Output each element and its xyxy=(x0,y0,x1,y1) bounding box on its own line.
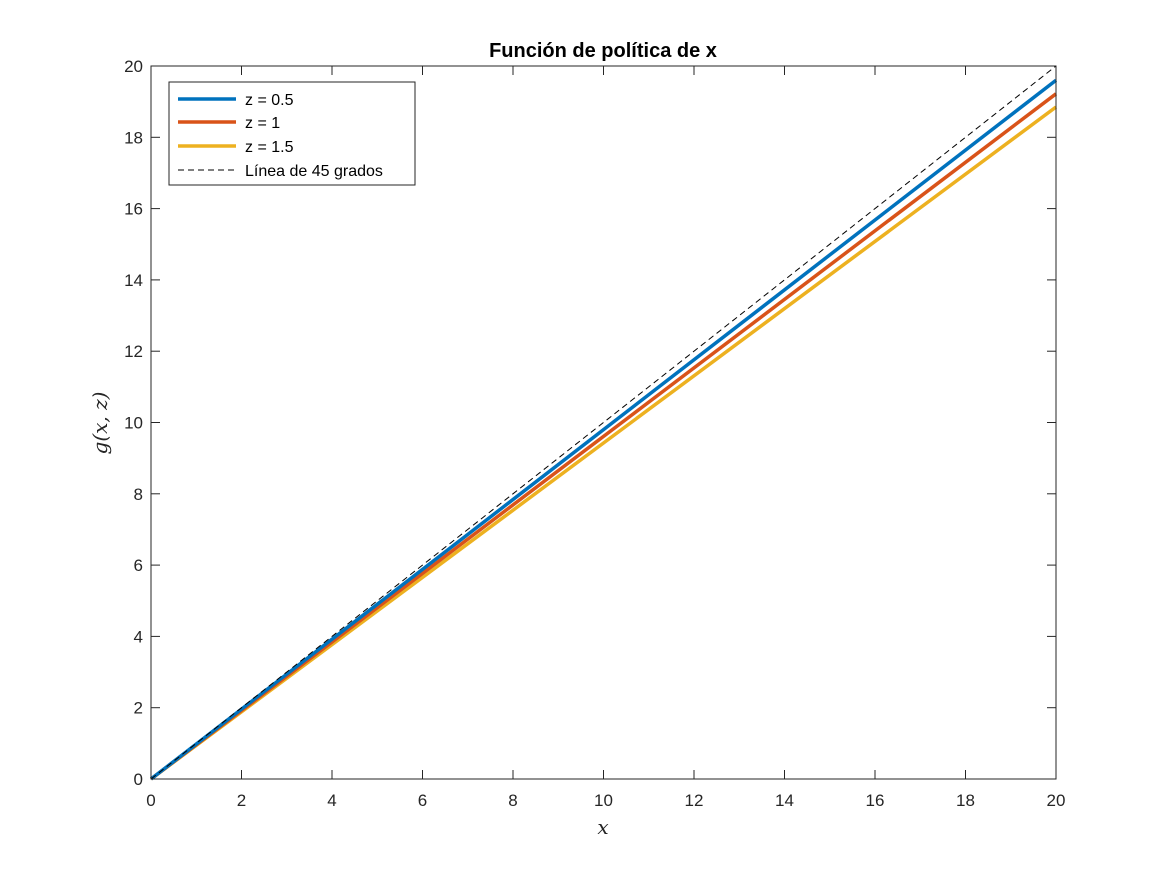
y-axis-label: g(x, z) xyxy=(88,392,112,455)
x-tick-label: 0 xyxy=(146,791,155,810)
series-line-1 xyxy=(149,78,1058,781)
legend-label-3: z = 1.5 xyxy=(245,139,294,156)
x-axis-label: x xyxy=(597,815,608,839)
y-tick-label: 8 xyxy=(134,485,143,504)
y-tick-label: 10 xyxy=(124,414,143,433)
y-tick-label: 4 xyxy=(134,627,143,646)
x-tick-label: 14 xyxy=(775,791,794,810)
y-tick-label: 12 xyxy=(124,342,143,361)
series-line-4 xyxy=(150,65,1057,780)
y-tick-label: 6 xyxy=(134,556,143,575)
legend: z = 0.5 z = 1 z = 1.5 Línea de 45 grados xyxy=(168,81,416,186)
x-tick-label: 8 xyxy=(508,791,517,810)
chart-title: Función de política de x xyxy=(489,40,717,62)
x-tick-label: 10 xyxy=(594,791,613,810)
legend-label-1: z = 0.5 xyxy=(245,92,294,109)
legend-label-2: z = 1 xyxy=(245,115,280,132)
axes-layer: 0 2 4 6 8 10 12 14 16 18 20 0 2 4 6 8 10 12 14 16 18 20 xyxy=(124,57,1065,810)
y-tick-label: 2 xyxy=(134,699,143,718)
x-tick-label: 16 xyxy=(866,791,885,810)
x-tick-label: 2 xyxy=(237,791,246,810)
x-tick-label: 6 xyxy=(418,791,427,810)
series-layer xyxy=(149,65,1058,781)
y-tick-label: 16 xyxy=(124,200,143,219)
y-tick-label: 20 xyxy=(124,57,143,76)
y-tick-label: 0 xyxy=(134,770,143,789)
x-tick-label: 4 xyxy=(327,791,336,810)
legend-label-4: Línea de 45 grados xyxy=(245,163,383,180)
y-tick-label: 14 xyxy=(124,271,143,290)
series-line-2 xyxy=(149,92,1058,781)
x-tick-label: 18 xyxy=(956,791,975,810)
x-tick-label: 12 xyxy=(685,791,704,810)
x-tick-label: 20 xyxy=(1047,791,1066,810)
y-tick-label: 18 xyxy=(124,128,143,147)
series-line-3 xyxy=(149,105,1058,781)
